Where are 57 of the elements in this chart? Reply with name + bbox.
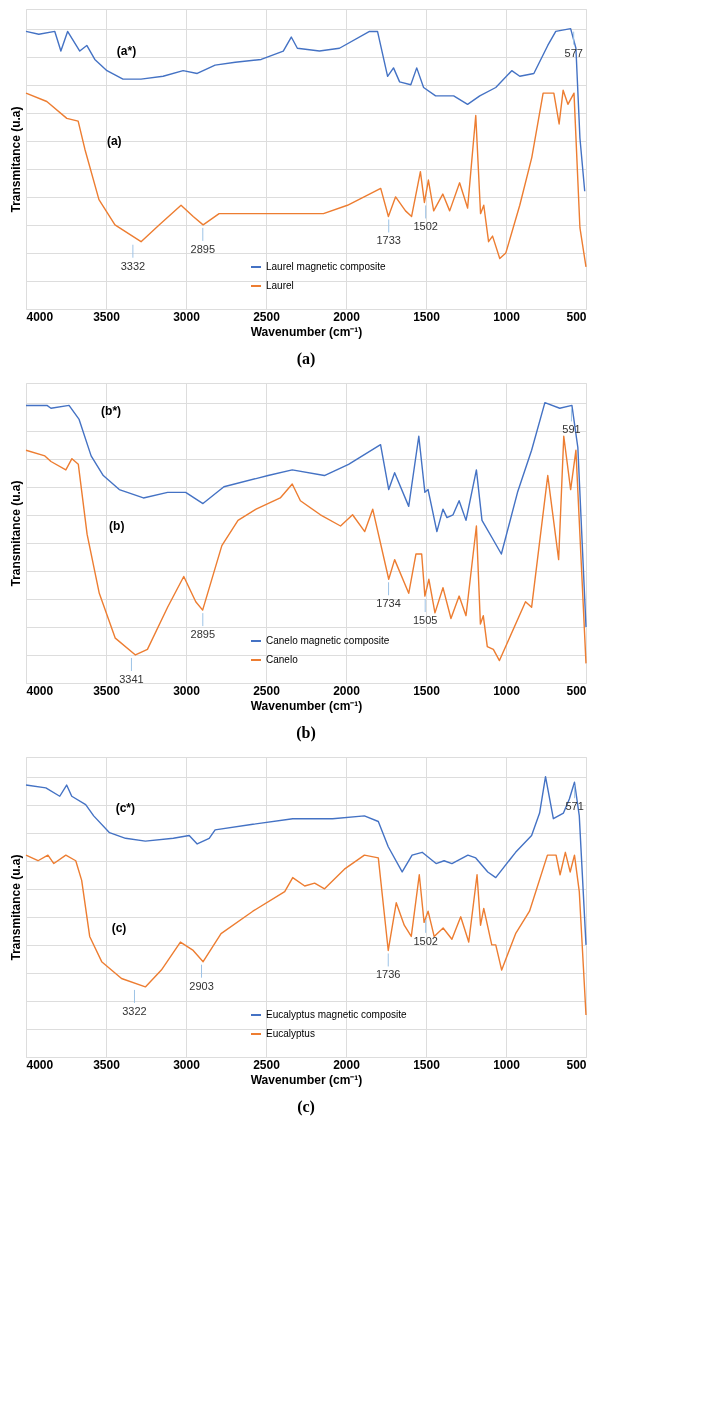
- x-tick-label: 3500: [93, 309, 121, 324]
- x-tick-label: 2000: [333, 1057, 361, 1072]
- x-tick-label: 1500: [413, 683, 441, 698]
- annotation: (b): [109, 519, 125, 534]
- x-tick-label: 1500: [413, 1057, 441, 1072]
- legend-label: Canelo: [266, 654, 299, 665]
- annotation: 3332: [120, 259, 146, 272]
- annotation: (b*): [101, 404, 122, 419]
- text: (b): [296, 724, 316, 742]
- legend-label: Laurel: [266, 280, 294, 291]
- annotation: 1505: [412, 614, 438, 627]
- x-tick-label: 4000: [26, 1057, 54, 1072]
- text: (c): [297, 1098, 315, 1116]
- x-tick-label: 4000: [26, 683, 54, 698]
- annotation: (c*): [115, 800, 136, 815]
- x-tick-label: 2500: [253, 309, 281, 324]
- y-axis-title: Transmitance (u.a): [8, 480, 23, 587]
- annotation: 1502: [413, 934, 438, 947]
- annotation: (c): [111, 921, 127, 936]
- x-tick-label: 500: [566, 309, 587, 324]
- x-axis-title: Wavenumber (cm⁻¹): [250, 324, 363, 339]
- text: (a): [296, 350, 316, 368]
- x-axis-title: Wavenumber (cm⁻¹): [250, 1072, 363, 1087]
- x-tick-label: 1000: [493, 309, 521, 324]
- x-tick-label: 3000: [173, 309, 201, 324]
- x-axis-title: Wavenumber (cm⁻¹): [250, 698, 363, 713]
- x-tick-label: 4000: [26, 309, 54, 324]
- y-axis-title: Transmitance (u.a): [8, 106, 23, 213]
- annotation: 3322: [122, 1004, 147, 1017]
- annotation: (a): [106, 134, 122, 149]
- legend-label: Eucalyptus: [266, 1028, 315, 1039]
- x-tick-label: 3500: [93, 683, 121, 698]
- x-tick-label: 3500: [93, 1057, 121, 1072]
- annotation: 1502: [413, 220, 438, 233]
- x-tick-label: 2000: [333, 683, 361, 698]
- legend-label: Laurel magnetic composite: [266, 261, 386, 272]
- x-tick-label: 2500: [253, 683, 281, 698]
- x-tick-label: 1500: [413, 309, 441, 324]
- x-tick-label: 3000: [173, 683, 201, 698]
- annotation: 3341: [119, 672, 144, 685]
- legend-label: Canelo magnetic composite: [266, 635, 390, 646]
- x-tick-label: 500: [566, 683, 587, 698]
- x-tick-label: 2000: [333, 309, 361, 324]
- annotation: (a*): [116, 44, 137, 59]
- annotation: 1734: [376, 597, 401, 610]
- y-axis-title: Transmitance (u.a): [8, 854, 23, 961]
- x-tick-label: 1000: [493, 1057, 521, 1072]
- x-tick-label: 2500: [253, 1057, 281, 1072]
- legend-label: Eucalyptus magnetic composite: [266, 1009, 408, 1020]
- annotation: 2895: [190, 242, 216, 255]
- annotation: 2903: [189, 979, 214, 992]
- annotation: 2895: [190, 628, 216, 641]
- x-tick-label: 3000: [173, 1057, 201, 1072]
- annotation: 1733: [376, 234, 401, 247]
- annotation: 1736: [376, 968, 401, 981]
- x-tick-label: 1000: [493, 683, 521, 698]
- x-tick-label: 500: [566, 1057, 587, 1072]
